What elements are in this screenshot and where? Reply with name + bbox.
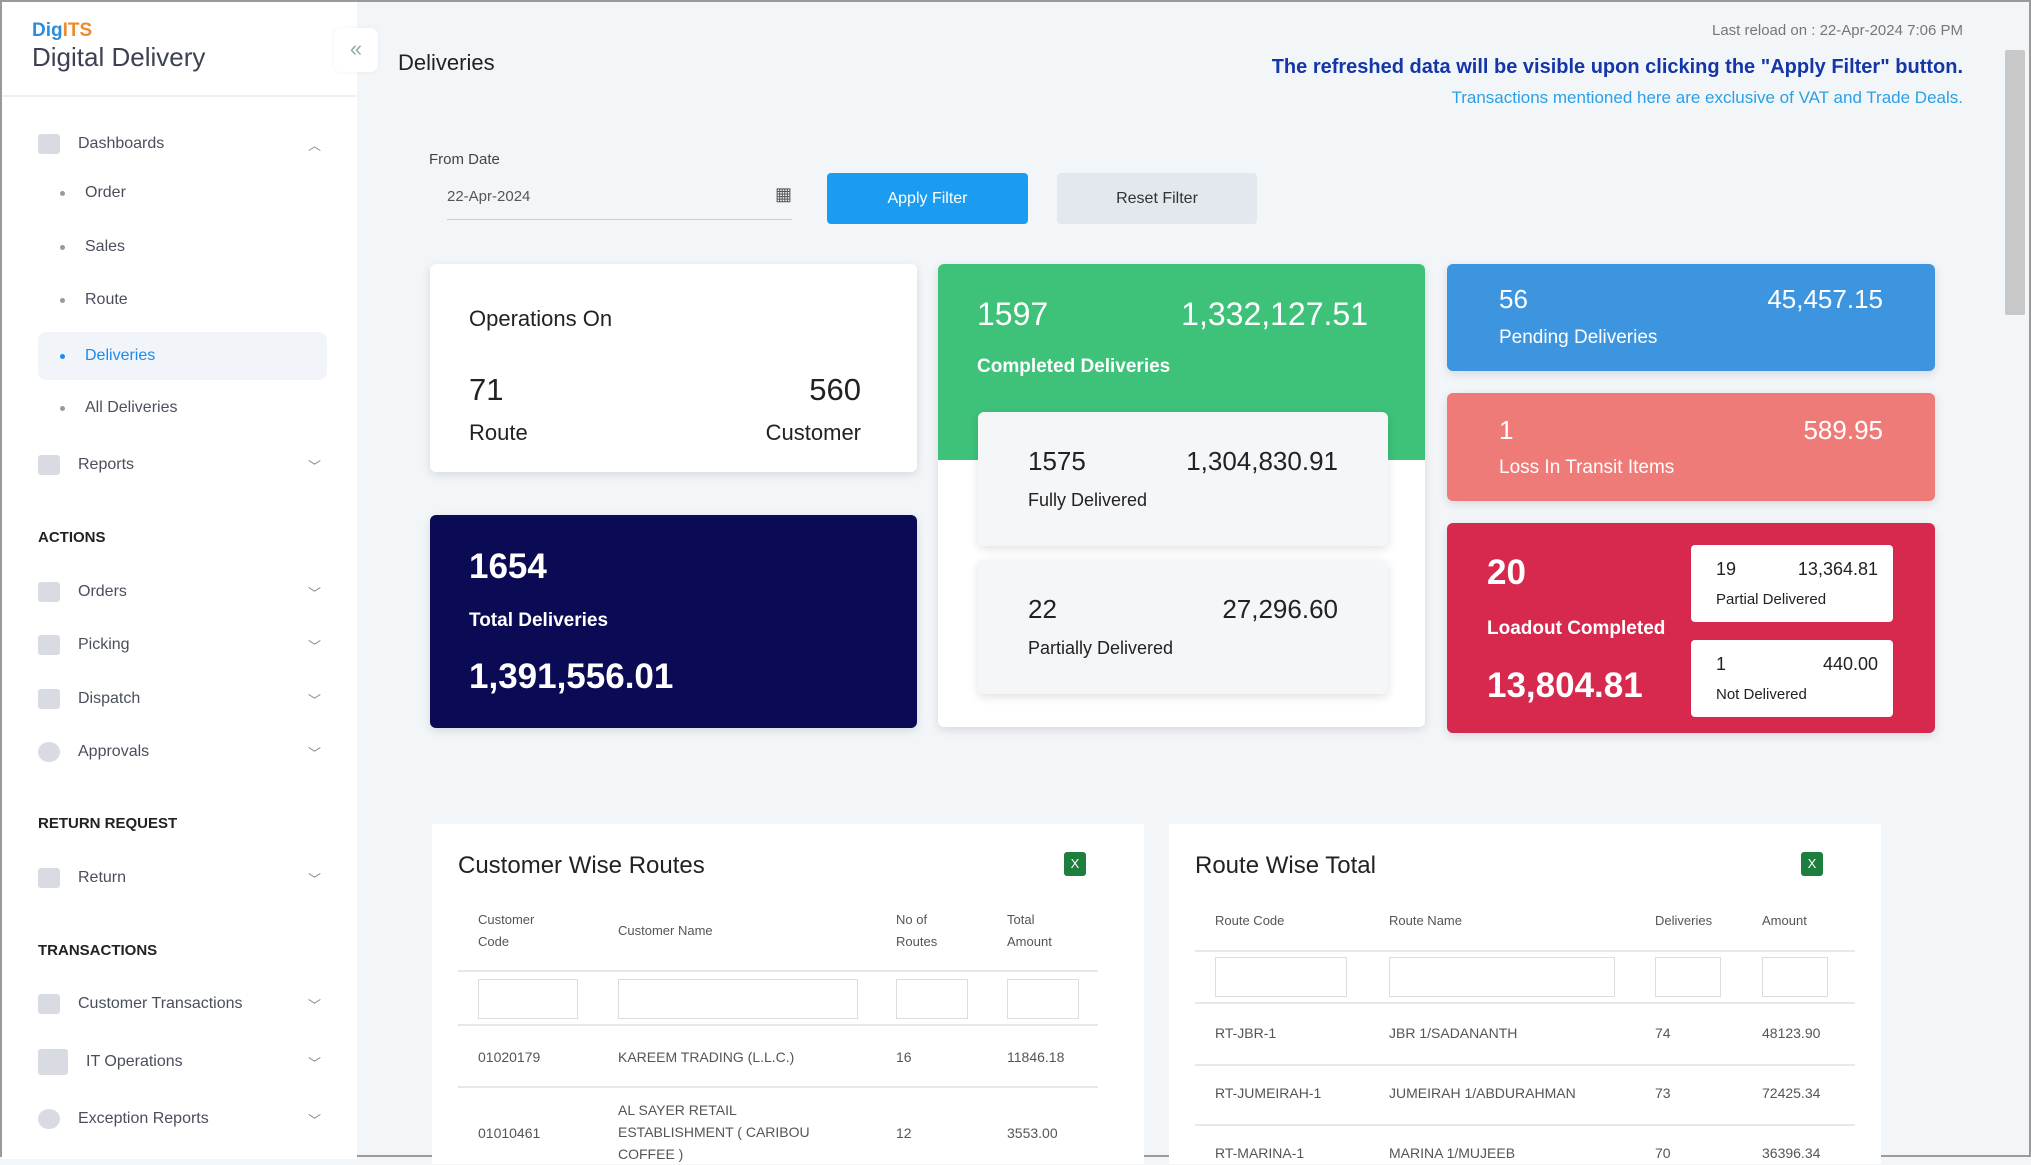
sidebar-item-sales[interactable]: Sales (60, 238, 125, 256)
sidebar-item-customer-transactions[interactable]: Customer Transactions ﹀ (38, 984, 333, 1024)
fully-delivered-card: 1575 1,304,830.91 Fully Delivered (978, 412, 1388, 546)
bullet-icon (60, 353, 65, 359)
reset-filter-button[interactable]: Reset Filter (1057, 173, 1257, 224)
chevron-down-icon: ﹀ (307, 997, 321, 1013)
filter-input[interactable] (896, 979, 968, 1019)
sidebar-item-route[interactable]: Route (60, 291, 128, 309)
excel-export-icon[interactable]: X (1064, 852, 1086, 876)
refresh-notice: The refreshed data will be visible upon … (1271, 56, 1963, 78)
chevron-down-icon: ﹀ (307, 871, 321, 887)
bullet-icon (60, 405, 65, 411)
from-date-label: From Date (429, 151, 500, 168)
apply-filter-button[interactable]: Apply Filter (827, 173, 1028, 224)
partial-delivered-box: 19 13,364.81 Partial Delivered (1691, 545, 1893, 622)
not-delivered-box: 1 440.00 Not Delivered (1691, 640, 1893, 717)
section-return-request: RETURN REQUEST (38, 815, 178, 832)
pending-deliveries-card: 56 45,457.15 Pending Deliveries (1447, 264, 1935, 371)
orders-icon (38, 582, 60, 602)
excel-export-icon[interactable]: X (1801, 852, 1823, 876)
sidebar-item-approvals[interactable]: Approvals ﹀ (38, 732, 333, 772)
divider (2, 95, 357, 97)
section-transactions: TRANSACTIONS (38, 942, 158, 959)
chevron-down-icon: ﹀ (307, 458, 321, 474)
sidebar-item-all-deliveries[interactable]: All Deliveries (60, 399, 177, 417)
table-title: Customer Wise Routes (458, 852, 705, 879)
filter-input[interactable] (1762, 957, 1828, 997)
total-deliveries-card: 1654 Total Deliveries 1,391,556.01 (430, 515, 917, 728)
layers-icon (38, 134, 60, 154)
route-wise-total-table: Route Wise Total X Route Code Route Name… (1169, 824, 1881, 1164)
bullet-icon (60, 244, 65, 250)
filter-input[interactable] (478, 979, 578, 1019)
filter-input[interactable] (1215, 957, 1347, 997)
page-scrollbar[interactable] (2005, 50, 2025, 315)
sidebar-item-dashboards[interactable]: Dashboards ︿ (38, 124, 333, 164)
chevron-down-icon: ﹀ (307, 692, 321, 708)
filter-input[interactable] (1007, 979, 1079, 1019)
operations-card: Operations On 71 Route 560 Customer (430, 264, 917, 472)
section-actions: ACTIONS (38, 529, 106, 546)
loss-in-transit-card: 1 589.95 Loss In Transit Items (1447, 393, 1935, 501)
sidebar-item-return[interactable]: Return ﹀ (38, 858, 333, 898)
filter-input[interactable] (1655, 957, 1721, 997)
column-header[interactable]: Deliveries (1655, 913, 1713, 928)
exception-icon (38, 1109, 60, 1129)
column-header[interactable]: Route Code (1215, 913, 1285, 928)
sidebar-item-picking[interactable]: Picking ﹀ (38, 625, 333, 665)
collapse-sidebar-button[interactable]: « (334, 28, 378, 72)
divider (1195, 1064, 1855, 1066)
chevron-down-icon: ﹀ (307, 1112, 321, 1128)
chevron-down-icon: ﹀ (307, 1055, 321, 1071)
partially-delivered-card: 22 27,296.60 Partially Delivered (978, 560, 1388, 694)
column-header[interactable]: Total Amount (1007, 912, 1052, 949)
last-reload: Last reload on : 22-Apr-2024 7:06 PM (1712, 22, 1963, 39)
column-header[interactable]: Route Name (1389, 913, 1462, 928)
sidebar-item-it-operations[interactable]: IT Operations ﹀ (38, 1042, 333, 1082)
filter-input[interactable] (618, 979, 858, 1019)
calendar-icon[interactable]: ▦ (774, 184, 792, 204)
sidebar-item-order[interactable]: Order (60, 184, 126, 202)
sidebar-item-deliveries[interactable]: Deliveries (38, 332, 327, 380)
from-date-input[interactable]: 22-Apr-2024 ▦ (447, 182, 792, 220)
clipboard-icon (38, 455, 60, 475)
sidebar-item-dispatch[interactable]: Dispatch ﹀ (38, 679, 333, 719)
divider (458, 970, 1098, 972)
monitor-icon (38, 1049, 68, 1075)
sidebar-item-reports[interactable]: Reports ﹀ (38, 445, 333, 485)
completed-deliveries-card: 1597 1,332,127.51 Completed Deliveries 1… (938, 264, 1425, 727)
vat-note: Transactions mentioned here are exclusiv… (1451, 88, 1963, 107)
approval-icon (38, 742, 60, 762)
brand-name: Digital Delivery (32, 42, 206, 72)
chevron-down-icon: ﹀ (307, 745, 321, 761)
column-header[interactable]: Customer Name (618, 923, 713, 938)
page-title: Deliveries (398, 50, 495, 75)
cart-icon (38, 635, 60, 655)
loadout-completed-card: 20 Loadout Completed 13,804.81 19 13,364… (1447, 523, 1935, 733)
customer-wise-routes-table: Customer Wise Routes X Customer Code Cus… (432, 824, 1144, 1164)
truck-icon (38, 689, 60, 709)
chevron-up-icon: ︿ (307, 137, 321, 153)
divider (458, 1024, 1098, 1026)
column-header[interactable]: No of Routes (896, 912, 938, 949)
chevron-down-icon: ﹀ (307, 638, 321, 654)
column-header[interactable]: Customer Code (478, 912, 535, 949)
divider (1195, 1124, 1855, 1126)
column-header[interactable]: Amount (1762, 913, 1807, 928)
sidebar: DigITS Digital Delivery Dashboards ︿ Orde… (2, 2, 357, 1159)
bullet-icon (60, 297, 65, 303)
bullet-icon (60, 190, 65, 196)
divider (1195, 1002, 1855, 1004)
sidebar-item-orders[interactable]: Orders ﹀ (38, 572, 333, 612)
transactions-icon (38, 994, 60, 1014)
divider (1195, 950, 1855, 952)
divider (458, 1086, 1098, 1088)
sidebar-item-exception-reports[interactable]: Exception Reports ﹀ (38, 1099, 333, 1139)
filter-input[interactable] (1389, 957, 1615, 997)
chevron-down-icon: ﹀ (307, 585, 321, 601)
table-title: Route Wise Total (1195, 852, 1376, 879)
brand-logo: DigITS (32, 20, 93, 41)
return-icon (38, 868, 60, 888)
